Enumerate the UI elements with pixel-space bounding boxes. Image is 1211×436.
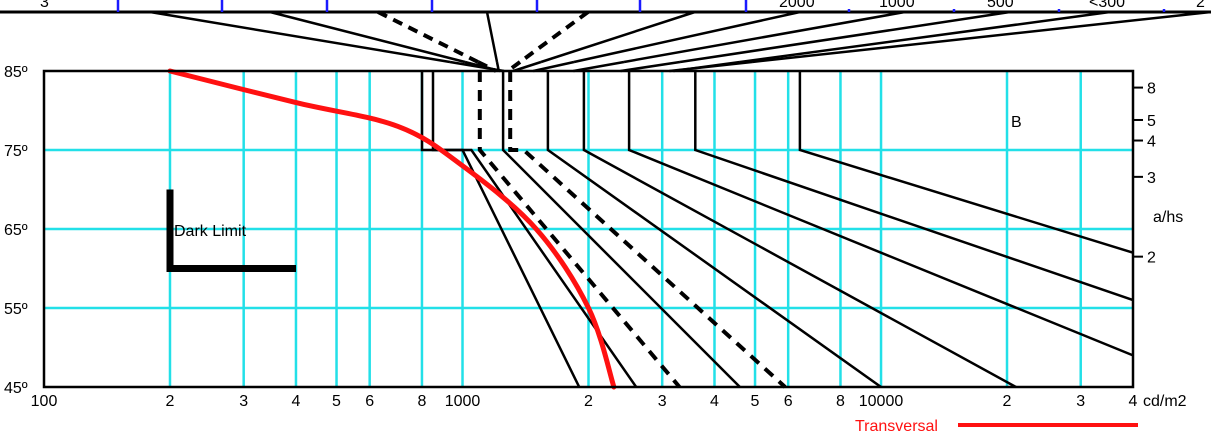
fan-line — [512, 60, 542, 73]
x-tick-label: 8 — [418, 393, 427, 410]
region-b-label: B — [1011, 114, 1022, 131]
fan-line — [269, 10, 466, 64]
y-tick-label: 65º — [4, 222, 28, 239]
y-tick-label: 55º — [4, 301, 28, 318]
x-tick-label: 3 — [658, 393, 667, 410]
x-tick-label: 8 — [836, 393, 845, 410]
fan-line — [506, 60, 522, 73]
x-tick-label: 3 — [239, 393, 248, 410]
x-tick-label: 5 — [751, 393, 760, 410]
fan-line — [377, 10, 479, 64]
x-tick-label: 2 — [1003, 393, 1012, 410]
x-tick-label: 5 — [332, 393, 341, 410]
legend: Transversal — [855, 418, 1138, 435]
curve-layer — [167, 68, 617, 390]
fan-line — [620, 60, 681, 73]
contour-line — [501, 71, 741, 388]
contour-line — [508, 71, 787, 389]
fan-line — [485, 11, 499, 63]
right-axis-label: a/hs — [1153, 209, 1183, 226]
x-tick-label: 10000 — [859, 393, 904, 410]
x-tick-label: 4 — [1129, 393, 1138, 410]
top-label: 500 — [987, 0, 1014, 11]
contour-line — [477, 71, 682, 389]
fan-line — [540, 10, 696, 64]
top-label: 2000 — [779, 0, 815, 11]
y-tick-label: 45º — [4, 380, 28, 397]
fan-line — [739, 10, 1111, 64]
fan-line — [623, 10, 906, 64]
right-axis: 8 5 4 3 2 — [1133, 81, 1156, 267]
top-scale-strip: 3 2000 1000 500 <300 2 — [0, 0, 1211, 14]
x-tick-label: 1000 — [445, 393, 481, 410]
x-tick-label: 2 — [166, 393, 175, 410]
contour-line — [582, 71, 1017, 389]
y-tick-label: 85º — [4, 64, 28, 81]
top-label: 1000 — [879, 0, 915, 11]
x-tick-label: 100 — [31, 393, 58, 410]
top-label: <300 — [1089, 0, 1125, 11]
right-axis-tick-label: 4 — [1147, 134, 1156, 151]
dark-limit-layer — [166, 189, 296, 272]
right-axis-tick-label: 3 — [1147, 170, 1156, 187]
fan-line — [573, 60, 625, 73]
dark-limit-marker — [166, 189, 296, 272]
contour-line — [431, 71, 638, 388]
fan-line — [495, 61, 501, 72]
transversal-curve — [167, 68, 617, 390]
fan-line — [477, 60, 497, 73]
contour-line — [546, 71, 882, 389]
right-axis-tick-label: 2 — [1147, 250, 1156, 267]
x-tick-label: 6 — [784, 393, 793, 410]
plot-frame — [42, 69, 1135, 389]
y-tick-label: 75º — [4, 143, 28, 160]
right-axis-tick-label: 5 — [1147, 113, 1156, 130]
fan-line — [669, 60, 753, 73]
fan-line — [518, 10, 590, 64]
contour-line — [627, 71, 1134, 357]
top-label: 2 — [1196, 0, 1205, 11]
top-label: 3 — [40, 0, 49, 11]
fan-line — [533, 60, 575, 73]
x-tick-label: 2 — [584, 393, 593, 410]
x-tick-label: 4 — [292, 393, 301, 410]
x-tick-label: 3 — [1076, 393, 1085, 410]
x-axis-unit: cd/m2 — [1143, 393, 1187, 410]
contour-line — [798, 71, 1134, 254]
dark-limit-label: Dark Limit — [174, 223, 247, 240]
legend-transversal-label: Transversal — [855, 418, 938, 435]
fan-line — [751, 10, 1211, 64]
fan-lines — [149, 10, 1211, 73]
x-tick-label: 4 — [710, 393, 719, 410]
contour-lines — [420, 71, 1134, 389]
right-axis-tick-label: 8 — [1147, 81, 1156, 98]
fan-line — [679, 10, 1011, 64]
contour-line — [694, 71, 1134, 302]
x-tick-label: 6 — [365, 393, 374, 410]
fan-line — [149, 10, 451, 64]
x-axis-labels: 100 2 3 4 5 6 8 1000 2 3 4 5 6 8 10000 2 3 4 — [31, 393, 1138, 410]
fan-line — [573, 10, 801, 64]
y-axis-labels: 45º 55º 65º 75º 85º — [4, 64, 28, 397]
top-strip-mask — [750, 0, 1211, 9]
